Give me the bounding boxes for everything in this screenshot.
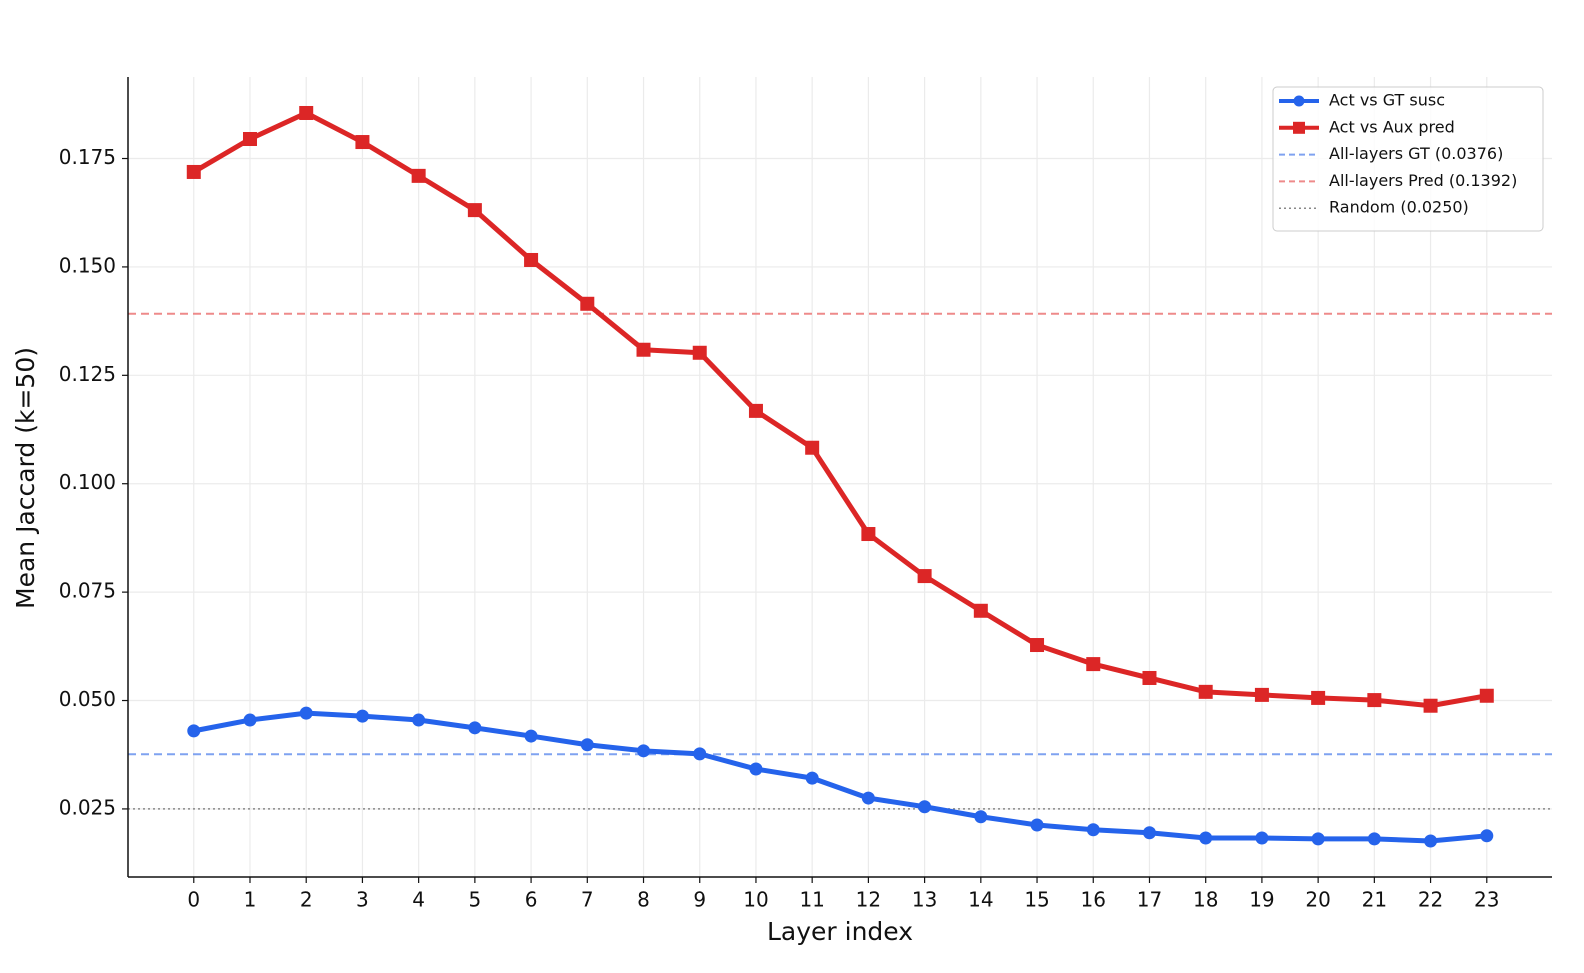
data-point xyxy=(186,164,201,179)
y-tick-label: 0.025 xyxy=(59,795,116,819)
data-point xyxy=(1311,690,1326,705)
legend-marker xyxy=(1293,95,1305,107)
x-tick-label: 10 xyxy=(743,888,768,912)
data-point xyxy=(861,791,875,805)
data-point xyxy=(805,771,819,785)
data-point xyxy=(637,744,651,758)
data-point xyxy=(1424,834,1438,848)
x-tick-label: 4 xyxy=(412,888,425,912)
data-point xyxy=(918,800,932,814)
data-point xyxy=(692,345,707,360)
x-tick-label: 20 xyxy=(1305,888,1330,912)
x-tick-label: 16 xyxy=(1081,888,1106,912)
x-tick-label: 5 xyxy=(468,888,481,912)
y-tick-label: 0.125 xyxy=(59,362,116,386)
data-point xyxy=(242,132,257,147)
x-tick-label: 6 xyxy=(525,888,538,912)
legend-label: All-layers Pred (0.1392) xyxy=(1329,171,1517,190)
legend-label: Act vs Aux pred xyxy=(1329,117,1455,136)
legend-frame xyxy=(1272,86,1544,232)
data-point xyxy=(1142,826,1156,840)
x-tick-label: 13 xyxy=(912,888,937,912)
data-point xyxy=(243,713,257,727)
data-point xyxy=(861,527,876,542)
data-point xyxy=(299,105,314,120)
x-tick-label: 17 xyxy=(1137,888,1162,912)
data-point xyxy=(805,440,820,455)
x-tick-label: 18 xyxy=(1193,888,1218,912)
data-point xyxy=(1311,832,1325,846)
legend: Act vs GT susc Act vs Aux pred All-layers … xyxy=(1272,86,1544,232)
data-point xyxy=(1367,832,1381,846)
data-point xyxy=(468,721,482,735)
y-tick-label: 0.150 xyxy=(59,253,116,277)
x-tick-label: 3 xyxy=(356,888,369,912)
x-tick-label: 7 xyxy=(581,888,594,912)
data-point xyxy=(355,709,369,723)
data-line xyxy=(192,110,1488,709)
x-tick-label: 14 xyxy=(968,888,993,912)
data-point xyxy=(1030,818,1044,832)
data-point xyxy=(748,403,763,418)
data-point xyxy=(580,296,595,311)
y-tick-label: 0.050 xyxy=(59,687,116,711)
x-tick-label: 21 xyxy=(1362,888,1387,912)
data-point xyxy=(1142,670,1157,685)
x-tick-label: 22 xyxy=(1418,888,1443,912)
data-point xyxy=(1086,823,1100,837)
data-point xyxy=(1198,684,1213,699)
data-point xyxy=(693,747,707,761)
data-point xyxy=(299,706,313,720)
x-tick-label: 0 xyxy=(187,888,200,912)
data-point xyxy=(973,603,988,618)
x-tick-label: 19 xyxy=(1249,888,1274,912)
data-point xyxy=(1480,829,1494,843)
legend-marker xyxy=(1293,121,1305,134)
data-point xyxy=(974,810,988,824)
data-point xyxy=(1479,688,1494,703)
data-point xyxy=(1423,698,1438,713)
x-tick-label: 11 xyxy=(799,888,824,912)
data-point xyxy=(187,724,201,738)
data-point xyxy=(412,713,426,727)
data-point xyxy=(1254,687,1269,702)
data-point xyxy=(917,569,932,584)
x-tick-label: 1 xyxy=(244,888,257,912)
data-point xyxy=(1255,831,1269,845)
data-point xyxy=(749,762,763,776)
data-point xyxy=(580,738,594,752)
data-point xyxy=(1030,638,1045,653)
legend-label: All-layers GT (0.0376) xyxy=(1329,144,1503,163)
y-axis-label: Mean Jaccard (k=50) xyxy=(11,347,40,609)
x-axis-label: Layer index xyxy=(767,917,913,946)
y-tick-label: 0.075 xyxy=(59,579,116,603)
data-line xyxy=(193,710,1488,844)
legend-label: Act vs GT susc xyxy=(1329,91,1445,110)
x-tick-label: 23 xyxy=(1474,888,1499,912)
y-tick-label: 0.100 xyxy=(59,470,116,494)
data-point xyxy=(636,342,651,357)
data-point xyxy=(1199,831,1213,845)
data-point xyxy=(355,135,370,150)
y-tick-label: 0.175 xyxy=(59,145,116,169)
data-point xyxy=(1367,693,1382,708)
data-point xyxy=(1086,657,1101,672)
data-point xyxy=(524,729,538,743)
x-tick-label: 12 xyxy=(856,888,881,912)
x-tick-label: 9 xyxy=(693,888,706,912)
x-tick-label: 2 xyxy=(300,888,313,912)
data-point xyxy=(524,252,539,267)
data-point xyxy=(411,168,426,183)
legend-label: Random (0.0250) xyxy=(1329,198,1469,217)
data-point xyxy=(467,203,482,218)
x-tick-label: 8 xyxy=(637,888,650,912)
x-tick-label: 15 xyxy=(1024,888,1049,912)
